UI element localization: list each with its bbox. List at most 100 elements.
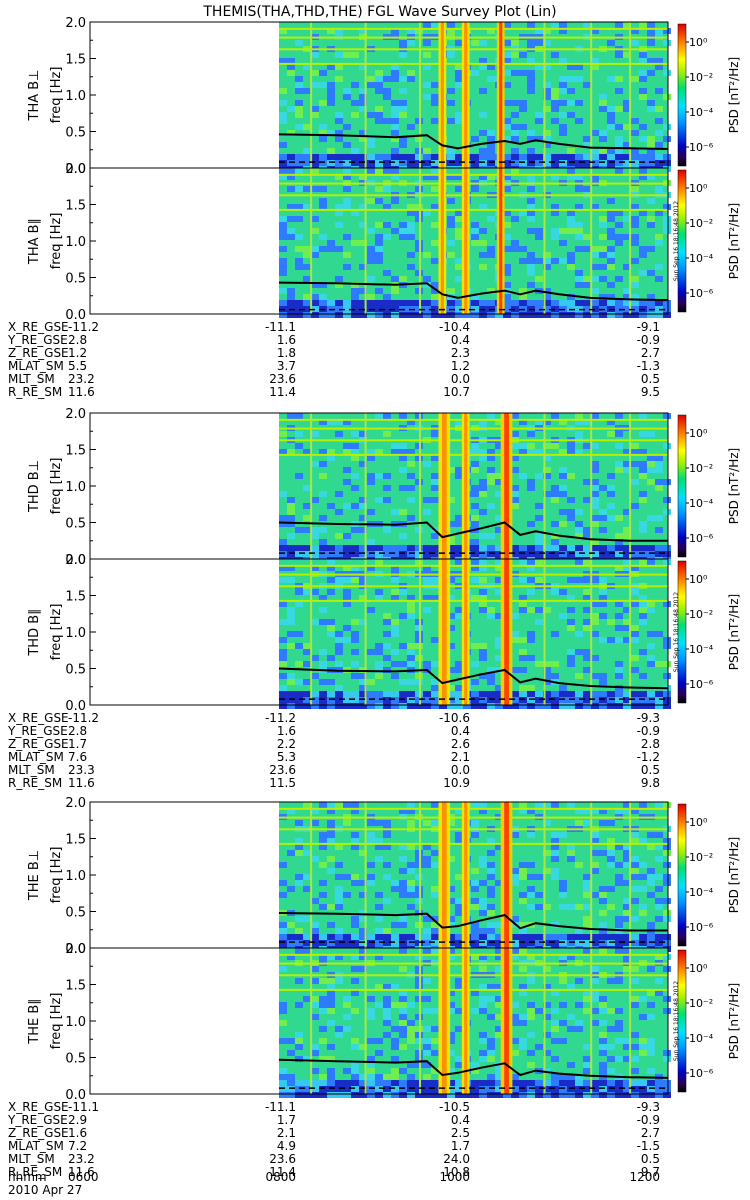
spectrogram-cell — [615, 1092, 623, 1098]
spectrogram-cell — [599, 1038, 607, 1044]
spectrogram-cell — [447, 886, 455, 892]
spectrogram-cell — [311, 619, 319, 625]
spectrogram-cell — [407, 1026, 415, 1032]
spectrogram-cell — [519, 100, 527, 106]
spectrogram-cell — [583, 559, 591, 565]
spectrogram-cell — [399, 1026, 407, 1032]
spectrogram-cell — [655, 160, 663, 166]
spectrogram-cell — [559, 124, 567, 130]
ephemeris-label: Y_RE_GSE — [7, 724, 68, 738]
spectrogram-cell — [423, 1008, 431, 1014]
spectrogram-cell — [423, 862, 431, 868]
spectrogram-cell — [495, 966, 503, 972]
spectrogram-cell — [575, 431, 583, 437]
spectrogram-cell — [583, 820, 591, 826]
spectrogram-cell — [511, 503, 519, 509]
spectrogram-cell — [631, 886, 639, 892]
spectrogram-cell — [399, 112, 407, 118]
spectrogram-cell — [623, 1038, 631, 1044]
spectrogram-cell — [591, 601, 599, 607]
spectrogram-cell — [335, 1086, 343, 1092]
spectrogram-cell — [631, 856, 639, 862]
spectrogram-cell — [663, 40, 671, 46]
spectrogram-cell — [327, 1080, 335, 1086]
spectrogram-cell — [407, 124, 415, 130]
spectrogram-cell — [351, 551, 359, 557]
spectrogram-cell — [575, 703, 583, 709]
spectrogram-cell — [295, 978, 303, 984]
spectrogram-cell — [335, 52, 343, 58]
spectrogram-cell — [591, 246, 599, 252]
spectrogram-cell — [375, 252, 383, 258]
spectrogram-cell — [623, 154, 631, 160]
spectrogram-cell — [519, 1014, 527, 1020]
spectrogram-cell — [311, 112, 319, 118]
spectrogram-cell — [343, 142, 351, 148]
spectrogram-cell — [367, 300, 375, 306]
spectrogram-cell — [647, 154, 655, 160]
ephemeris-value: -11.2 — [265, 711, 296, 725]
spectrogram-cell — [407, 1086, 415, 1092]
spectrogram-cell — [567, 76, 575, 82]
spectrogram-cell — [407, 904, 415, 910]
spectrogram-cell — [335, 118, 343, 124]
spectrogram-cell — [631, 1086, 639, 1092]
spectrogram-cell — [511, 216, 519, 222]
spectrogram-cell — [287, 413, 295, 419]
footer-time: 1200 — [629, 1170, 660, 1184]
spectrogram-cell — [503, 118, 511, 124]
spectrogram-cell — [471, 595, 479, 601]
spectrogram-cell — [479, 533, 487, 539]
spectrogram-cell — [279, 862, 287, 868]
spectrogram-cell — [351, 82, 359, 88]
spectrogram-cell — [327, 832, 335, 838]
spectrogram-cell — [607, 862, 615, 868]
spectrogram-cell — [471, 1086, 479, 1092]
wave-band-core — [499, 168, 503, 314]
spectrogram-cell — [391, 595, 399, 601]
spectrogram-cell — [551, 703, 559, 709]
spectrogram-cell — [455, 473, 463, 479]
spectrogram-cell — [399, 661, 407, 667]
spectrogram-cell — [655, 703, 663, 709]
spectrogram-cell — [295, 697, 303, 703]
spectrogram-cell — [359, 910, 367, 916]
spectrogram-cell — [663, 1050, 671, 1056]
ephemeris-value: 1.7 — [68, 737, 87, 751]
cutoff-line — [278, 521, 668, 542]
spectrogram-cell — [415, 186, 423, 192]
ephemeris-value: 11.6 — [68, 1165, 95, 1179]
spectrogram-cell — [359, 1092, 367, 1098]
spectrogram-cell — [335, 637, 343, 643]
spectrogram-cell — [503, 40, 511, 46]
spectrogram-cell — [647, 160, 655, 166]
spectrogram-cell — [335, 282, 343, 288]
spectrogram-cell — [487, 455, 495, 461]
spectrogram-cell — [359, 288, 367, 294]
spectrogram-cell — [295, 246, 303, 252]
spectrogram-cell — [327, 625, 335, 631]
spectrogram-cell — [647, 479, 655, 485]
spectrogram-cell — [335, 892, 343, 898]
spectrogram-cell — [359, 619, 367, 625]
spectrogram-cell — [351, 691, 359, 697]
spectrogram-cell — [367, 649, 375, 655]
spectrogram-cell — [279, 1086, 287, 1092]
spectrogram-cell — [455, 898, 463, 904]
spectrogram-cell — [319, 419, 327, 425]
spectrogram-cell — [279, 491, 287, 497]
spectrogram-cell — [527, 210, 535, 216]
spectrogram-cell — [647, 100, 655, 106]
spectrogram-cell — [351, 455, 359, 461]
ephemeris-value: 2.8 — [68, 333, 87, 347]
spectrogram-cell — [407, 1032, 415, 1038]
spectrogram-cell — [503, 300, 511, 306]
spectrogram-cell — [527, 88, 535, 94]
spectrogram-cell — [303, 515, 311, 521]
spectrogram-cell — [623, 294, 631, 300]
spectrogram-cell — [615, 862, 623, 868]
spectrogram-cell — [615, 1056, 623, 1062]
spectrogram-cell — [615, 565, 623, 571]
spectrogram-cell — [447, 216, 455, 222]
spectrogram-cell — [535, 136, 543, 142]
